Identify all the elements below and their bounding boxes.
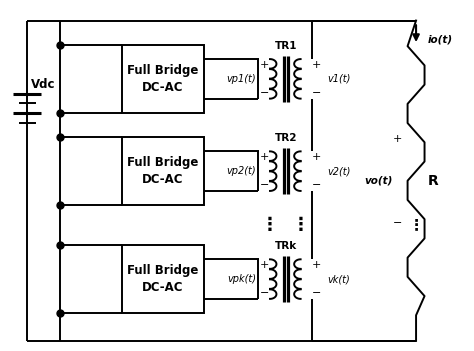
Text: TR1: TR1	[275, 41, 297, 51]
Text: +: +	[392, 134, 402, 144]
Text: +: +	[311, 260, 321, 270]
Text: +: +	[260, 60, 269, 70]
Text: ⋮: ⋮	[409, 218, 424, 233]
Text: v2(t): v2(t)	[328, 166, 351, 176]
Text: ⋮: ⋮	[292, 216, 310, 234]
Text: −: −	[260, 288, 269, 298]
Text: TR2: TR2	[275, 133, 297, 144]
Text: Full Bridge
DC-AC: Full Bridge DC-AC	[127, 64, 199, 94]
Text: vpk(t): vpk(t)	[228, 274, 256, 284]
Text: −: −	[260, 180, 269, 190]
Text: ⋮: ⋮	[261, 216, 279, 234]
Text: −: −	[392, 218, 402, 227]
Text: io(t): io(t)	[428, 35, 453, 45]
Text: vo(t): vo(t)	[364, 176, 392, 186]
Text: Vdc: Vdc	[31, 79, 55, 92]
Text: v1(t): v1(t)	[328, 74, 351, 84]
Text: +: +	[260, 152, 269, 163]
Text: vk(t): vk(t)	[328, 274, 350, 284]
Text: +: +	[311, 60, 321, 70]
Bar	[121, 245, 204, 313]
Bar	[121, 137, 204, 205]
Text: −: −	[311, 288, 321, 298]
Text: vp2(t): vp2(t)	[227, 166, 256, 176]
Text: +: +	[311, 152, 321, 163]
Text: R: R	[428, 174, 438, 188]
Text: Full Bridge
DC-AC: Full Bridge DC-AC	[127, 264, 199, 294]
Text: −: −	[311, 88, 321, 98]
Bar	[121, 45, 204, 113]
Text: +: +	[260, 260, 269, 270]
Text: vp1(t): vp1(t)	[227, 74, 256, 84]
Text: −: −	[260, 88, 269, 98]
Text: −: −	[311, 180, 321, 190]
Text: TRk: TRk	[275, 241, 297, 251]
Text: Full Bridge
DC-AC: Full Bridge DC-AC	[127, 156, 199, 186]
